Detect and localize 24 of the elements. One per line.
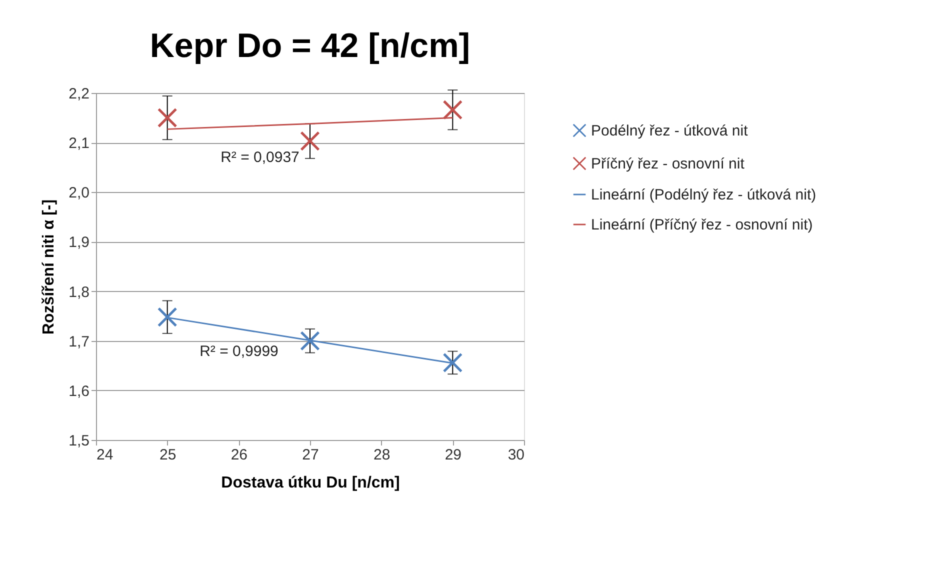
y-tick-label: 1,5: [68, 432, 90, 450]
y-axis-title: Rozšíření niti α [-]: [40, 199, 58, 335]
y-tick-label: 1,9: [68, 234, 90, 252]
x-tick-label: 29: [444, 446, 462, 464]
annotation: R² = 0,9999: [200, 343, 278, 360]
y-tick-label: 2,2: [68, 86, 90, 102]
chart-title: Kepr Do = 42 [n/cm]: [150, 27, 470, 65]
x-tick-label: 28: [373, 446, 390, 464]
legend-label: Podélný řez - útková nit: [591, 122, 749, 140]
legend-label: Příčný řez - osnovní nit: [591, 156, 746, 172]
y-tick-label: 2,1: [68, 135, 90, 152]
x-axis-title: Dostava útku Du [n/cm]: [221, 474, 400, 492]
y-tick-label: 1,6: [68, 382, 90, 400]
legend-label: Lineární (Podélný řez - útková nit): [591, 186, 816, 204]
y-tick-label: 2,0: [68, 184, 90, 202]
x-tick-label: 30: [508, 446, 524, 464]
x-tick-label: 25: [159, 446, 176, 464]
legend-label: Lineární (Příčný řez - osnovní nit): [591, 216, 813, 234]
annotation: R² = 0,0937: [220, 149, 300, 166]
x-tick-label: 27: [302, 446, 319, 464]
x-tick-label: 26: [230, 446, 248, 464]
x-tick-label: 24: [96, 446, 114, 464]
y-tick-label: 1,7: [68, 333, 90, 350]
y-tick-label: 1,8: [68, 284, 90, 301]
